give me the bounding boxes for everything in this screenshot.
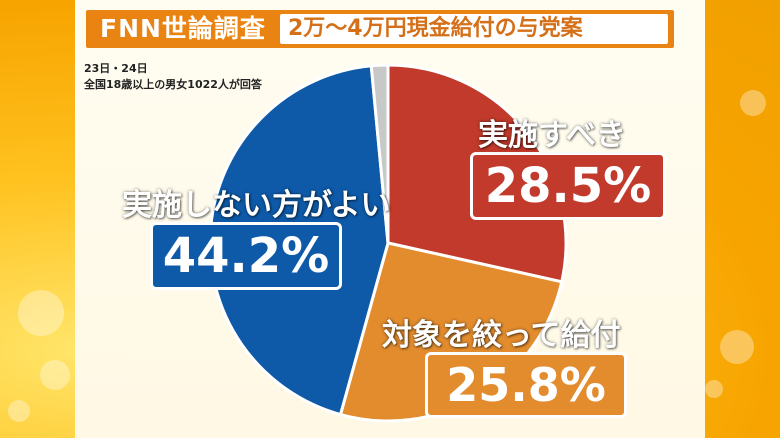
- pct-targeted: 25.8%: [425, 352, 627, 418]
- header-subtitle-box: [280, 14, 668, 44]
- pct-should-implement: 28.5%: [470, 152, 666, 220]
- label-targeted: 対象を絞って給付: [382, 318, 621, 353]
- survey-sample: 全国18歳以上の男女1022人が回答: [84, 78, 262, 91]
- survey-date: 23日・24日: [84, 62, 148, 75]
- label-should-not: 実施しない方がよい: [122, 188, 391, 223]
- slice-other: [369, 63, 390, 244]
- header-title: FNN世論調査: [100, 14, 266, 43]
- label-should-implement: 実施すべき: [478, 118, 626, 153]
- pct-should-not: 44.2%: [150, 222, 342, 290]
- header-subtitle: 2万～4万円現金給付の与党案: [288, 16, 583, 41]
